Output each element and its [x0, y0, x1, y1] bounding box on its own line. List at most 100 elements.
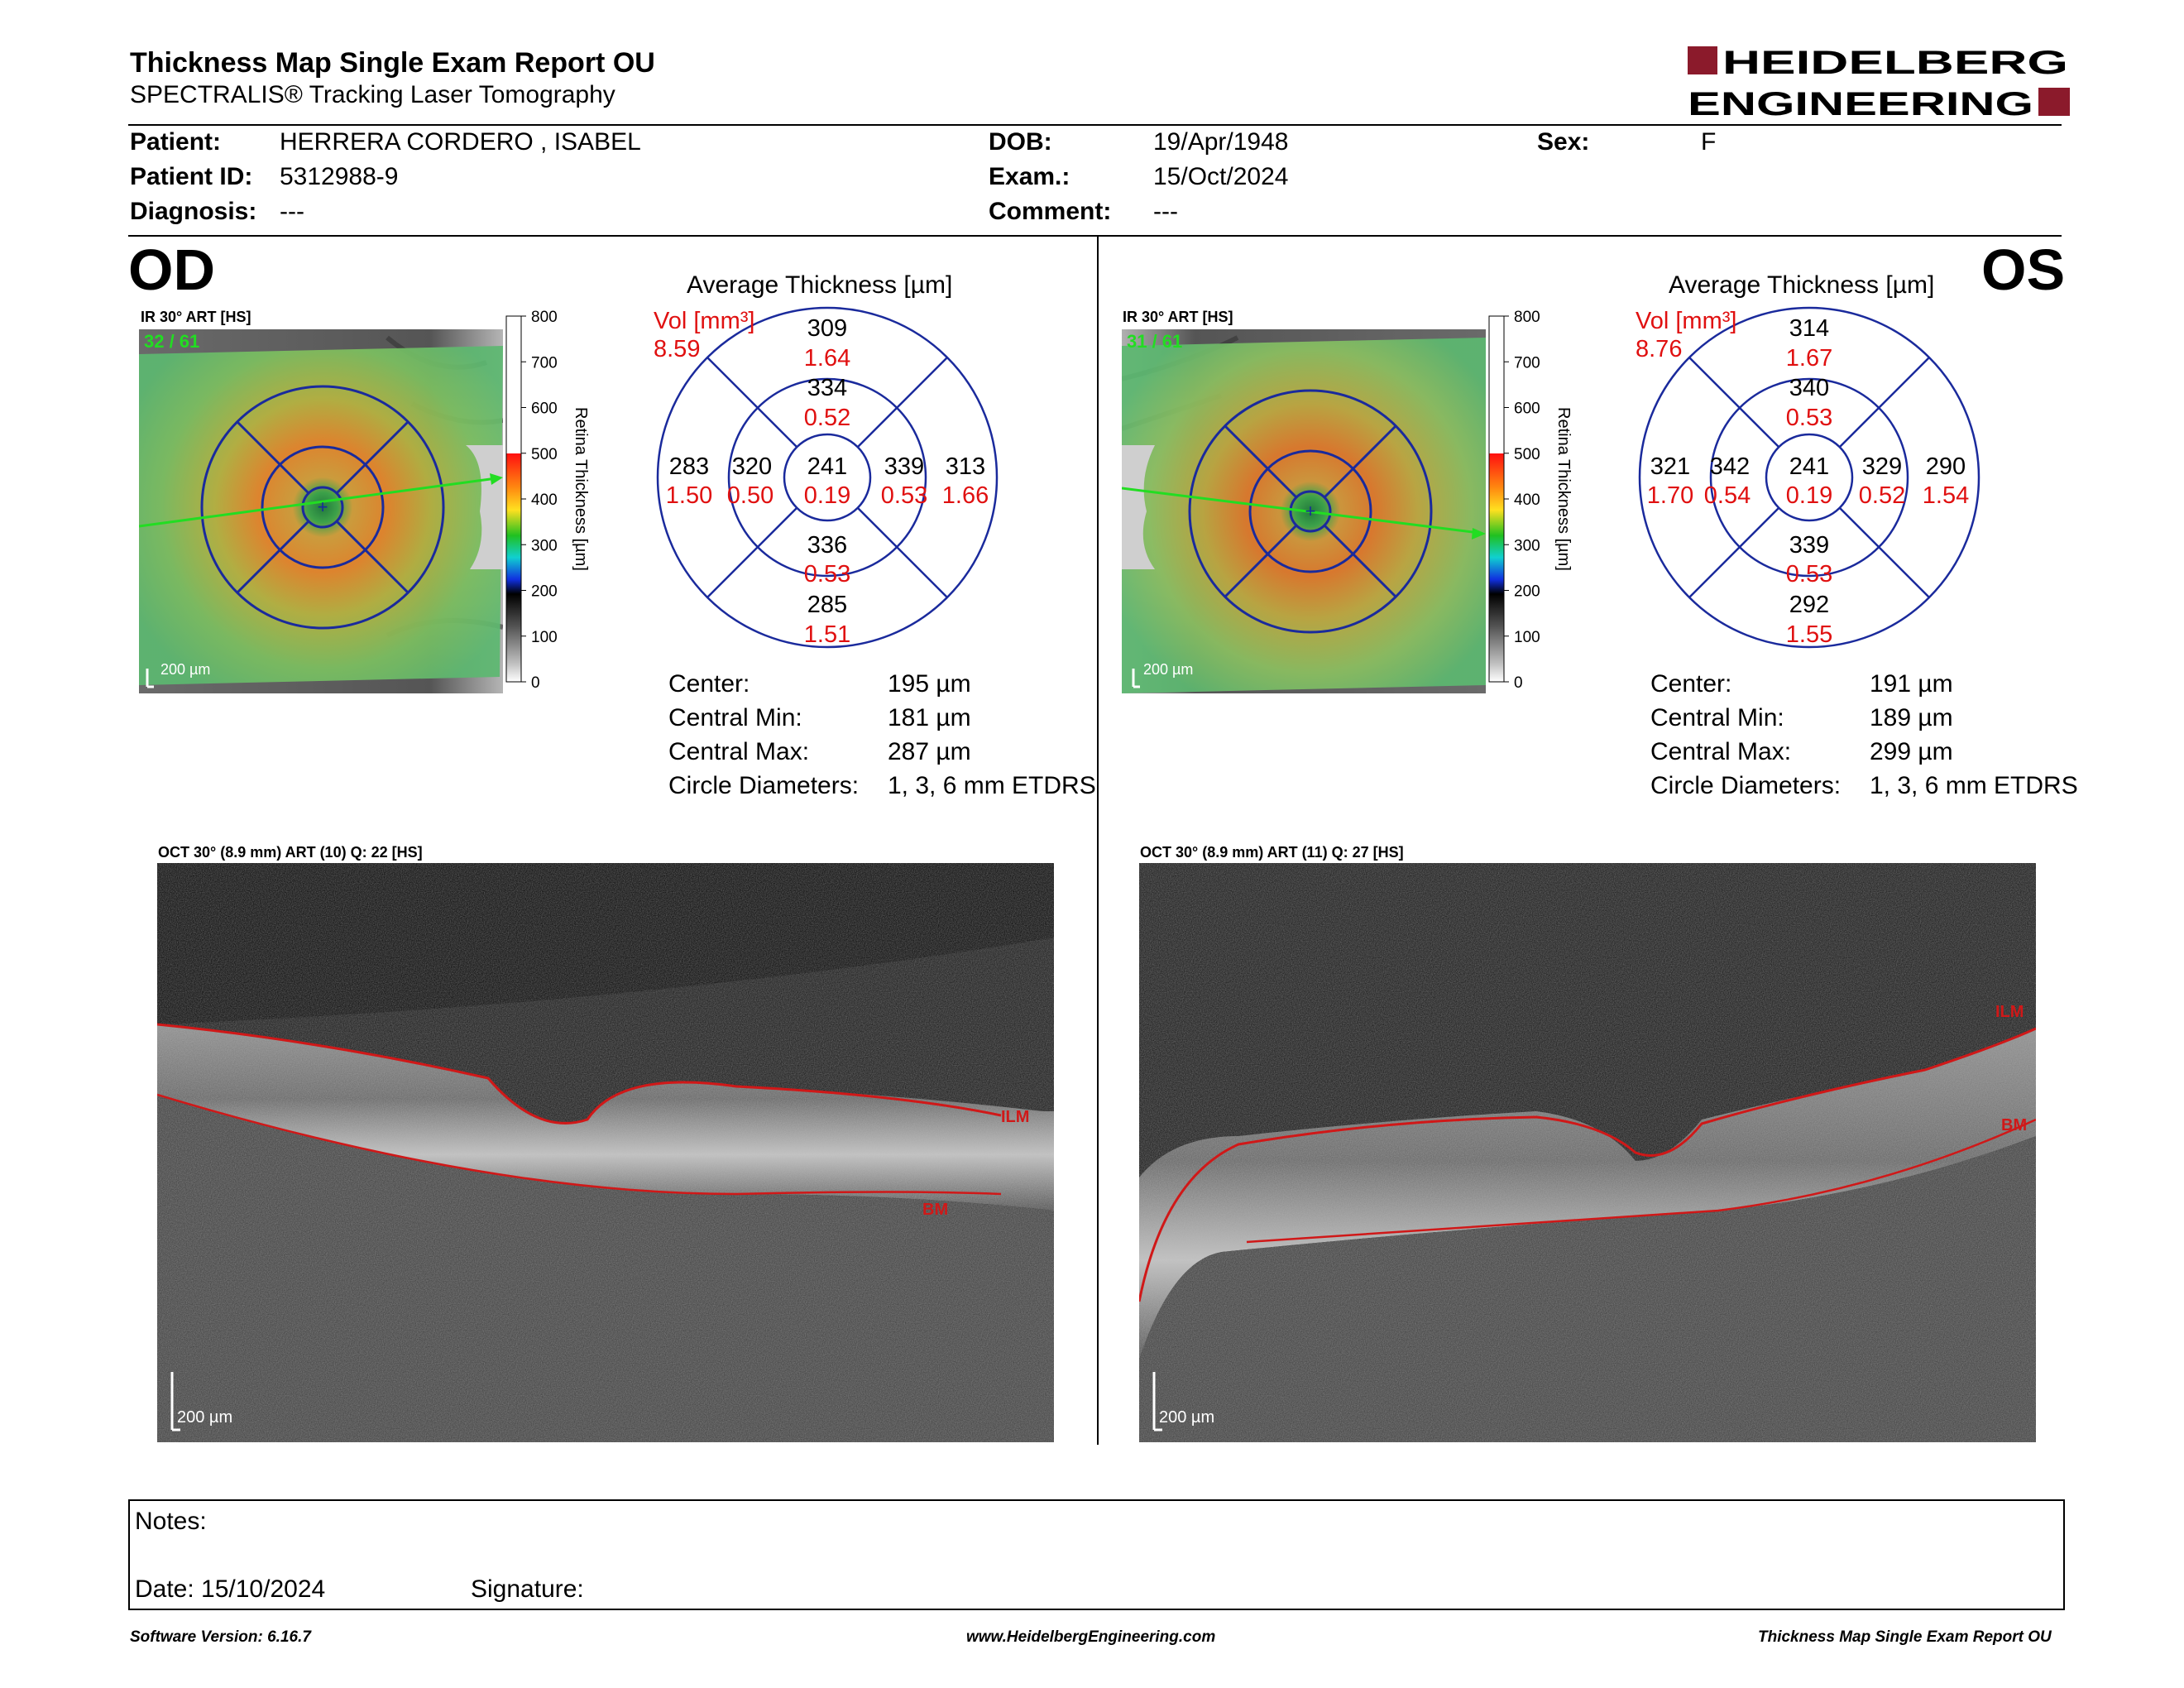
os-center-volume: 0.19 [1786, 482, 1832, 509]
os-outer-inf-volume: 1.55 [1786, 621, 1832, 648]
os-stat-center-value: 191 µm [1870, 670, 1953, 698]
od-oct-label: OCT 30° (8.9 mm) ART (10) Q: 22 [HS] [158, 844, 423, 861]
os-outer-right-volume: 1.54 [1923, 482, 1969, 509]
od-stat-diam-value: 1, 3, 6 mm ETDRS [888, 772, 1096, 799]
od-stat-center-label: Center: [668, 670, 750, 698]
od-inner-sup-volume: 0.52 [804, 405, 850, 431]
od-colorbar-tick-label: 700 [531, 354, 558, 372]
sex-value: F [1701, 128, 1717, 156]
dob-value: 19/Apr/1948 [1153, 128, 1289, 156]
os-center-thickness: 241 [1789, 453, 1829, 480]
os-inner-sup-volume: 0.53 [1786, 405, 1832, 431]
od-inner-right-thickness: 339 [884, 453, 924, 480]
report-title: Thickness Map Single Exam Report OU [130, 47, 655, 79]
comment-value: --- [1153, 198, 1178, 225]
od-outer-right-volume: 1.66 [942, 482, 989, 509]
os-stat-min-value: 189 µm [1870, 704, 1953, 731]
od-outer-right-thickness: 313 [946, 453, 985, 480]
logo-line1: HEIDELBERG [1722, 45, 2068, 81]
os-colorbar-tick-label: 200 [1514, 583, 1540, 601]
od-stat-min-label: Central Min: [668, 704, 802, 731]
od-stat-max-label: Central Max: [668, 738, 810, 765]
od-scale-label: 200 µm [160, 661, 210, 678]
od-bm-label: BM [922, 1201, 948, 1219]
notes-box[interactable]: Notes: Date: 15/10/2024 Signature: [128, 1499, 2065, 1610]
od-vol-total: 8.59 [654, 336, 701, 362]
od-inner-inf-volume: 0.53 [804, 561, 850, 587]
os-stat-max-label: Central Max: [1650, 738, 1792, 765]
os-colorbar-tick-label: 400 [1514, 492, 1540, 509]
diagnosis-label: Diagnosis: [130, 198, 257, 225]
os-colorbar-tick-label: 100 [1514, 629, 1540, 646]
os-stat-diam-label: Circle Diameters: [1650, 772, 1842, 799]
od-inner-left-thickness: 320 [732, 453, 772, 480]
patient-name: HERRERA CORDERO , ISABEL [280, 128, 641, 156]
os-outer-left-volume: 1.70 [1647, 482, 1693, 509]
od-stat-max-value: 287 µm [888, 738, 971, 765]
os-outer-sup-volume: 1.67 [1786, 345, 1832, 372]
os-inner-left-volume: 0.54 [1704, 482, 1751, 509]
od-outer-left-volume: 1.50 [666, 482, 712, 509]
logo-line2: ENGINEERING [1688, 86, 2033, 122]
od-stat-min-value: 181 µm [888, 704, 971, 731]
svg-text:+: + [318, 496, 328, 517]
os-colorbar-title: Retina Thickness [µm] [1554, 407, 1573, 571]
od-colorbar-tick-label: 800 [531, 309, 558, 326]
os-inner-right-thickness: 329 [1862, 453, 1902, 480]
os-colorbar-tick-label: 300 [1514, 537, 1540, 554]
od-avg-title: Average Thickness [µm] [687, 271, 953, 299]
exam-label: Exam.: [989, 163, 1070, 190]
os-scale-label: 200 µm [1143, 661, 1193, 678]
od-stat-center-value: 195 µm [888, 670, 971, 698]
os-vol-total: 8.76 [1636, 336, 1683, 362]
od-vol-label: Vol [mm³] [654, 308, 755, 334]
report-subtitle: SPECTRALIS® Tracking Laser Tomography [130, 81, 615, 108]
os-oct-label: OCT 30° (8.9 mm) ART (11) Q: 27 [HS] [1140, 844, 1404, 861]
svg-text:+: + [1305, 501, 1316, 521]
os-outer-left-thickness: 321 [1650, 453, 1690, 480]
od-outer-sup-volume: 1.64 [804, 345, 850, 372]
os-inner-inf-volume: 0.53 [1786, 561, 1832, 587]
footer-report-name: Thickness Map Single Exam Report OU [1758, 1628, 2052, 1646]
os-avg-title: Average Thickness [µm] [1669, 271, 1935, 299]
os-etdrs-grid: 314 1.67 340 0.53 241 0.19 342 0.54 329 … [1638, 306, 1980, 649]
os-frame-count: 31 / 61 [1127, 331, 1182, 352]
os-oct-scale: 200 µm [1159, 1408, 1214, 1427]
od-colorbar-tick-label: 0 [531, 674, 540, 692]
od-colorbar-tick-label: 600 [531, 400, 558, 418]
od-inner-right-volume: 0.53 [881, 482, 927, 509]
os-stat-center-label: Center: [1650, 670, 1732, 698]
od-colorbar-title: Retina Thickness [µm] [572, 407, 590, 571]
od-ilm-label: ILM [1001, 1108, 1029, 1126]
eye-label-os: OS [1981, 237, 2066, 302]
notes-label: Notes: [135, 1508, 207, 1535]
os-inner-sup-thickness: 340 [1789, 375, 1829, 401]
od-colorbar-tick-label: 200 [531, 583, 558, 601]
od-center-thickness: 241 [807, 453, 847, 480]
sex-label: Sex: [1537, 128, 1590, 156]
os-colorbar-tick-label: 700 [1514, 354, 1540, 372]
exam-date: 15/Oct/2024 [1153, 163, 1289, 190]
patient-id-label: Patient ID: [130, 163, 253, 190]
os-inner-left-thickness: 342 [1710, 453, 1750, 480]
os-stat-min-label: Central Min: [1650, 704, 1784, 731]
od-thickness-map: + 32 / 61 200 µm [139, 329, 503, 693]
os-ilm-label: ILM [1995, 1003, 2024, 1021]
os-stat-max-value: 299 µm [1870, 738, 1953, 765]
od-inner-inf-thickness: 336 [807, 532, 847, 559]
os-outer-sup-thickness: 314 [1789, 315, 1829, 342]
signature-label: Signature: [471, 1575, 584, 1603]
os-outer-inf-thickness: 292 [1789, 592, 1829, 618]
os-bm-label: BM [2001, 1116, 2027, 1134]
patient-label: Patient: [130, 128, 222, 156]
od-ir-label: IR 30° ART [HS] [141, 309, 251, 325]
od-etdrs-grid: 309 1.64 334 0.52 241 0.19 320 0.50 339 … [656, 306, 999, 649]
od-inner-left-volume: 0.50 [727, 482, 774, 509]
os-ir-label: IR 30° ART [HS] [1123, 309, 1233, 325]
patient-id: 5312988-9 [280, 163, 399, 190]
footer-website[interactable]: www.HeidelbergEngineering.com [966, 1628, 1216, 1646]
diagnosis-value: --- [280, 198, 304, 225]
os-colorbar-tick-label: 600 [1514, 400, 1540, 418]
od-oct-bscan: ILM BM 200 µm [157, 863, 1054, 1442]
od-colorbar: 800 700 600 500 400 300 200 100 0 Retina Thickne… [505, 309, 590, 692]
